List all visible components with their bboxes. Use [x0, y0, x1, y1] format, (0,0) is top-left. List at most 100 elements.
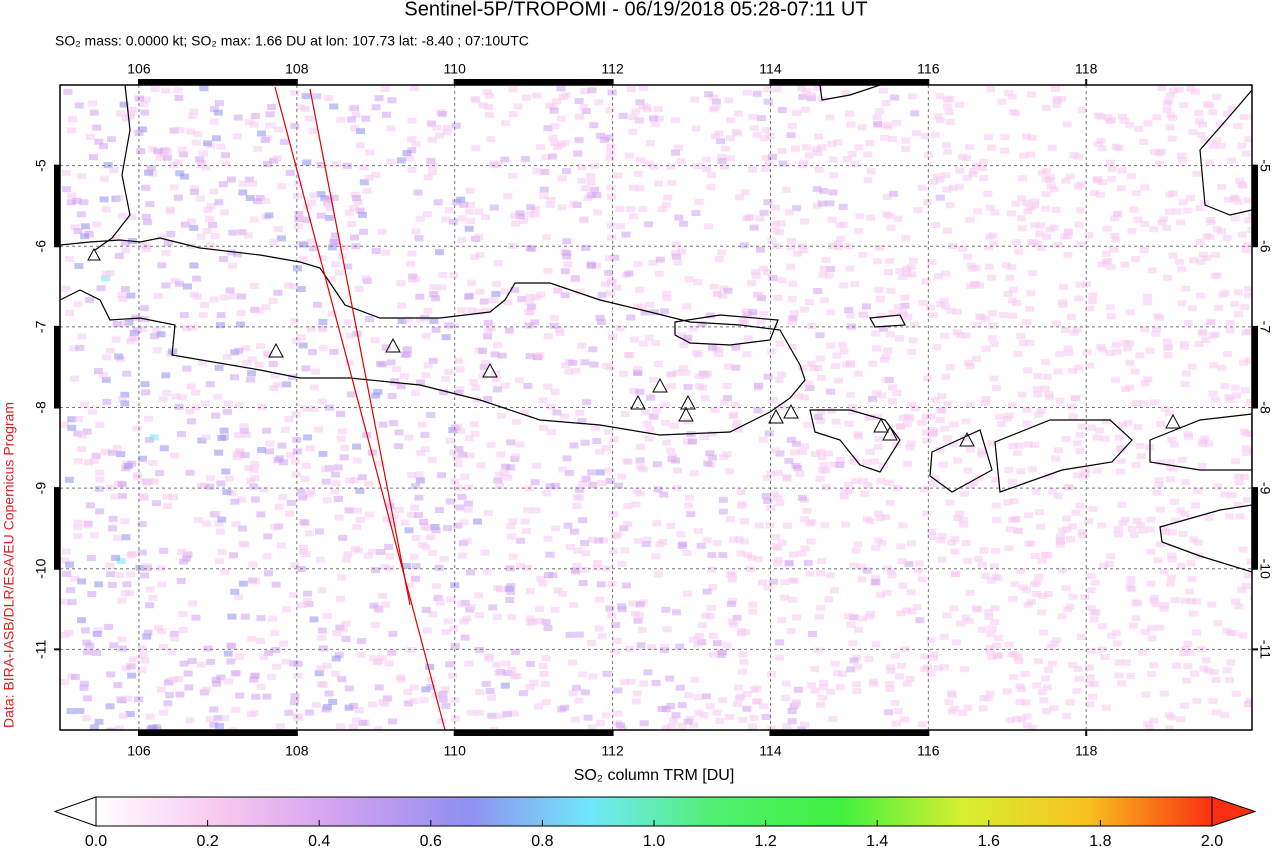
noise-pixel — [801, 87, 811, 94]
noise-pixel — [317, 627, 327, 634]
noise-pixel — [813, 647, 823, 654]
noise-pixel — [1102, 225, 1112, 232]
noise-pixel — [661, 706, 671, 713]
noise-pixel — [865, 448, 875, 455]
noise-pixel — [335, 410, 345, 417]
noise-pixel — [550, 606, 560, 613]
noise-pixel — [483, 510, 493, 517]
noise-pixel — [456, 196, 466, 203]
noise-pixel — [199, 482, 209, 489]
noise-pixel — [1127, 227, 1137, 234]
y-tick-label: -7 — [1257, 321, 1272, 334]
noise-pixel — [1022, 699, 1032, 706]
noise-pixel — [260, 198, 270, 205]
noise-pixel — [626, 314, 636, 321]
noise-pixel — [182, 365, 192, 372]
noise-pixel — [203, 206, 213, 213]
noise-pixel — [1154, 477, 1164, 484]
noise-pixel — [187, 324, 197, 331]
volcano — [680, 394, 696, 410]
noise-pixel — [122, 581, 132, 588]
noise-pixel — [694, 198, 704, 205]
noise-pixel — [690, 676, 700, 683]
noise-pixel — [710, 406, 720, 413]
noise-pixel — [718, 508, 728, 515]
noise-pixel — [292, 265, 302, 272]
noise-pixel — [157, 628, 167, 635]
noise-pixel — [157, 262, 167, 269]
noise-pixel — [175, 170, 185, 177]
noise-pixel — [677, 542, 687, 549]
noise-pixel — [756, 295, 766, 302]
noise-pixel — [1082, 349, 1092, 356]
noise-pixel — [1066, 313, 1076, 320]
noise-pixel — [298, 544, 308, 551]
noise-pixel — [305, 445, 315, 452]
noise-pixel — [649, 163, 659, 170]
noise-pixel — [353, 199, 363, 206]
noise-pixel — [918, 299, 928, 306]
noise-pixel — [441, 334, 451, 341]
noise-pixel — [1139, 138, 1149, 145]
noise-pixel — [898, 414, 908, 421]
noise-pixel — [1047, 660, 1057, 667]
noise-pixel — [669, 422, 679, 429]
noise-pixel — [432, 124, 442, 131]
noise-pixel — [635, 601, 645, 608]
noise-pixel — [1034, 411, 1044, 418]
subtitle: SO₂ mass: 0.0000 kt; SO₂ max: 1.66 DU at… — [55, 33, 529, 49]
noise-pixel — [300, 105, 310, 112]
noise-pixel — [276, 542, 286, 549]
noise-pixel — [990, 619, 1000, 626]
noise-pixel — [844, 420, 854, 427]
noise-pixel — [950, 536, 960, 543]
noise-pixel — [244, 119, 254, 126]
noise-pixel — [597, 479, 607, 486]
noise-pixel — [126, 552, 136, 559]
noise-pixel — [444, 207, 454, 214]
noise-pixel — [137, 667, 147, 674]
noise-pixel — [74, 416, 84, 423]
noise-pixel — [110, 493, 120, 500]
noise-pixel — [930, 396, 940, 403]
noise-pixel — [470, 254, 480, 261]
noise-pixel — [633, 170, 643, 177]
noise-pixel — [410, 389, 420, 396]
noise-pixel — [841, 521, 851, 528]
noise-pixel — [331, 161, 341, 168]
noise-pixel — [920, 666, 930, 673]
x-tick-label: 112 — [601, 61, 624, 77]
noise-pixel — [1045, 177, 1055, 184]
noise-pixel — [606, 222, 616, 229]
noise-pixel — [587, 469, 597, 476]
noise-pixel — [917, 184, 927, 191]
noise-pixel — [1007, 402, 1017, 409]
noise-pixel — [828, 243, 838, 250]
noise-pixel — [325, 404, 335, 411]
noise-pixel — [1042, 233, 1052, 240]
noise-pixel — [863, 151, 873, 158]
noise-pixel — [1234, 473, 1244, 480]
noise-pixel — [898, 522, 908, 529]
noise-pixel — [988, 322, 998, 329]
noise-pixel — [209, 118, 219, 125]
noise-pixel — [770, 447, 780, 454]
noise-pixel — [375, 460, 385, 467]
noise-pixel — [1201, 337, 1211, 344]
noise-pixel — [649, 115, 659, 122]
noise-pixel — [1016, 195, 1026, 202]
noise-pixel — [873, 443, 883, 450]
noise-pixel — [465, 569, 475, 576]
noise-pixel — [866, 610, 876, 617]
noise-pixel — [394, 507, 404, 514]
noise-pixel — [226, 176, 236, 183]
noise-pixel — [1016, 333, 1026, 340]
coastlines — [60, 85, 1252, 573]
noise-pixel — [371, 392, 381, 399]
noise-pixel — [87, 591, 97, 598]
noise-pixel — [1104, 560, 1114, 567]
noise-pixel — [532, 92, 542, 99]
noise-pixel — [1204, 440, 1214, 447]
noise-pixel — [1033, 658, 1043, 665]
noise-pixel — [124, 319, 134, 326]
